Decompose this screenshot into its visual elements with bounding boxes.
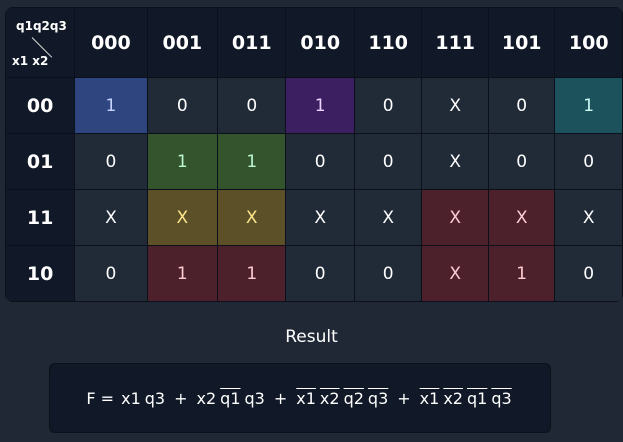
kmap-row: 01 0 1 1 0 0 X 0 0 bbox=[5, 133, 623, 190]
expression-term: q3 bbox=[144, 388, 166, 408]
expression-term: x1 bbox=[296, 388, 316, 408]
kmap-cell[interactable]: 1 bbox=[146, 133, 219, 190]
expression-term: x2 bbox=[319, 388, 340, 408]
kmap-cell[interactable]: 0 bbox=[554, 133, 623, 190]
expression-term: q2 bbox=[343, 388, 364, 408]
column-header: 100 bbox=[554, 7, 623, 78]
kmap-row: 00 1 0 0 1 0 X 0 1 bbox=[5, 77, 623, 134]
column-header: 000 bbox=[74, 7, 148, 78]
plus-operator: + bbox=[174, 388, 188, 408]
kmap-cell[interactable]: X bbox=[554, 189, 623, 246]
row-header: 11 bbox=[5, 189, 76, 246]
corner-cell: q1q2q3 x1 x2 bbox=[5, 7, 76, 78]
column-header: 011 bbox=[217, 7, 287, 78]
kmap-cell[interactable]: X bbox=[421, 77, 489, 134]
expression-term: q1 bbox=[220, 388, 241, 408]
result-title: Result bbox=[285, 327, 338, 347]
plus-operator: + bbox=[397, 388, 411, 408]
kmap-row: 10 0 1 1 0 0 X 1 0 bbox=[5, 245, 623, 302]
kmap-cell[interactable]: X bbox=[74, 189, 148, 246]
column-header: 001 bbox=[146, 7, 219, 78]
column-variables-label: q1q2q3 bbox=[16, 19, 67, 33]
kmap-cell[interactable]: 0 bbox=[353, 245, 423, 302]
expression-term: x2 bbox=[443, 388, 463, 408]
expression-prefix: F = bbox=[86, 388, 120, 408]
kmap-cell[interactable]: X bbox=[487, 189, 556, 246]
kmap-cell[interactable]: 1 bbox=[285, 77, 355, 134]
expression-term: q3 bbox=[244, 388, 265, 408]
kmap-cell[interactable]: X bbox=[285, 189, 355, 246]
expression-term: q1 bbox=[466, 388, 488, 408]
kmap-row: 11 X X X X X X X X bbox=[5, 189, 623, 246]
kmap-cell[interactable]: 0 bbox=[353, 77, 423, 134]
row-header: 10 bbox=[5, 245, 76, 302]
column-header: 101 bbox=[487, 7, 556, 78]
result-expression: F = x1 q3 + x2 q1 q3 + x1 x2 q2 q3 + x1 x2 q1 q3 bbox=[49, 363, 551, 433]
expression-term: x1 bbox=[121, 388, 141, 408]
kmap-cell[interactable]: 0 bbox=[74, 245, 148, 302]
column-header: 111 bbox=[421, 7, 489, 78]
kmap-cell[interactable]: X bbox=[421, 189, 489, 246]
expression-term: x2 bbox=[196, 388, 217, 408]
kmap-cell[interactable]: 1 bbox=[217, 133, 287, 190]
kmap-cell[interactable]: X bbox=[353, 189, 423, 246]
kmap-cell[interactable]: X bbox=[217, 189, 287, 246]
kmap-cell[interactable]: 0 bbox=[554, 245, 623, 302]
kmap-cell[interactable]: 0 bbox=[487, 77, 556, 134]
kmap-cell[interactable]: 0 bbox=[217, 77, 287, 134]
column-header: 110 bbox=[353, 7, 423, 78]
kmap-cell[interactable]: 0 bbox=[74, 133, 148, 190]
kmap-cell[interactable]: 1 bbox=[146, 245, 219, 302]
row-header: 00 bbox=[5, 77, 76, 134]
kmap-cell[interactable]: X bbox=[421, 245, 489, 302]
row-variables-label: x1 x2 bbox=[12, 54, 49, 68]
karnaugh-map: q1q2q3 x1 x2 000 001 011 010 110 111 101 100 00… bbox=[5, 7, 623, 302]
kmap-cell[interactable]: X bbox=[421, 133, 489, 190]
kmap-cell[interactable]: 0 bbox=[487, 133, 556, 190]
expression-term: q3 bbox=[367, 388, 389, 408]
column-header: 010 bbox=[285, 7, 355, 78]
kmap-cell[interactable]: 0 bbox=[285, 133, 355, 190]
expression-term: q3 bbox=[491, 388, 512, 408]
kmap-cell[interactable]: 0 bbox=[285, 245, 355, 302]
expression-term: x1 bbox=[419, 388, 440, 408]
kmap-cell[interactable]: 1 bbox=[74, 77, 148, 134]
kmap-cell[interactable]: X bbox=[146, 189, 219, 246]
plus-operator: + bbox=[273, 388, 288, 408]
kmap-cell[interactable]: 1 bbox=[554, 77, 623, 134]
kmap-cell[interactable]: 1 bbox=[217, 245, 287, 302]
kmap-cell[interactable]: 1 bbox=[487, 245, 556, 302]
kmap-cell[interactable]: 0 bbox=[353, 133, 423, 190]
kmap-cell[interactable]: 0 bbox=[146, 77, 219, 134]
row-header: 01 bbox=[5, 133, 76, 190]
